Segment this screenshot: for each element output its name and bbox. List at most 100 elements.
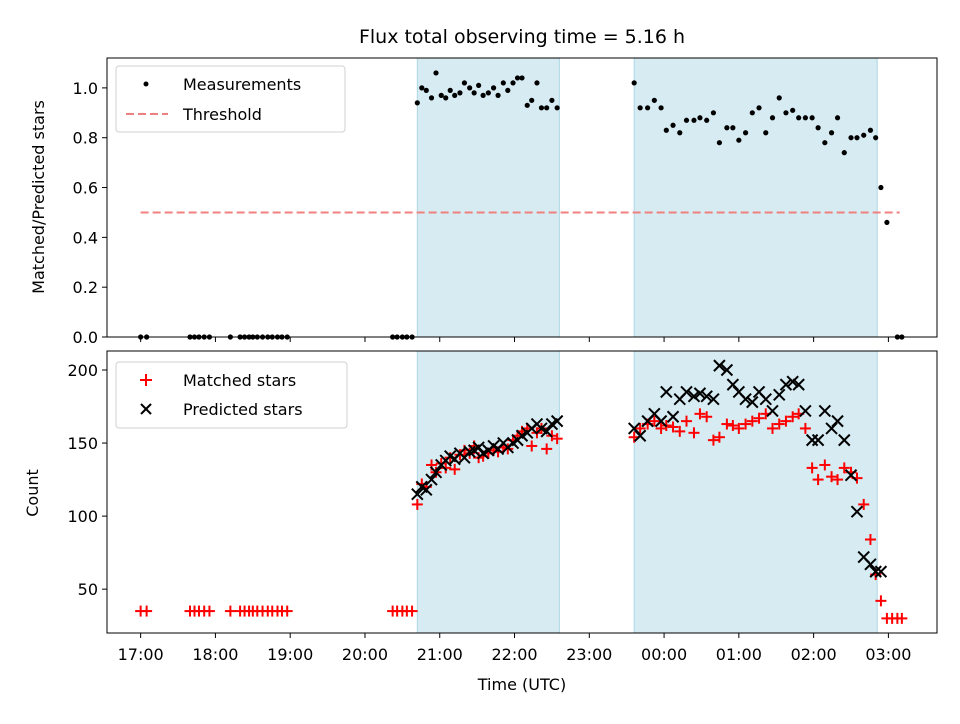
measurement-point — [697, 115, 703, 121]
matched-star-point — [864, 533, 876, 545]
top-axes-frame — [106, 57, 938, 338]
measurement-point — [769, 115, 776, 121]
measurement-point — [476, 82, 482, 89]
matched-star-point — [281, 605, 293, 617]
matched-star-point — [141, 605, 153, 617]
measurement-point — [848, 135, 854, 141]
matched-star-point — [411, 498, 423, 510]
measurement-point — [554, 105, 560, 111]
shaded-range-1 — [633, 350, 878, 634]
matched-star-point — [203, 605, 215, 617]
matched-star-point — [812, 474, 824, 486]
predicted-star-point — [680, 385, 693, 399]
top-legend: Measurements Threshold — [115, 65, 346, 133]
matched-star-point — [819, 459, 831, 471]
x-tick-label: 03:00 — [865, 645, 911, 664]
measurement-point — [783, 110, 789, 116]
bottom-y-ticks: 50 100 150 200 — [67, 361, 107, 599]
x-tick-label: 21:00 — [417, 645, 463, 664]
bottom-x-ticks: 17:00 18:00 19:00 20:00 21:00 22:00 23:00 00:00… — [118, 633, 911, 664]
y-tick-label: 100 — [67, 507, 98, 526]
x-tick-label: 18:00 — [192, 645, 238, 664]
predicted-star-point — [425, 473, 438, 486]
y-tick-label: 200 — [67, 361, 98, 380]
predicted-star-point — [831, 414, 844, 428]
measurement-point — [544, 105, 550, 111]
bottom-shaded-ranges — [416, 350, 878, 634]
legend-threshold-label: Threshold — [182, 105, 262, 124]
measurement-point — [519, 75, 525, 81]
measurement-point — [763, 130, 769, 136]
measurement-point — [878, 184, 884, 191]
matched-star-point — [826, 471, 838, 483]
measurement-point — [854, 135, 860, 141]
matched-star-point — [440, 462, 452, 474]
bottom-legend-box — [115, 361, 348, 429]
matched-star-point — [773, 418, 785, 430]
legend-measurements-label: Measurements — [183, 75, 301, 94]
predicted-star-point — [759, 393, 772, 406]
measurement-point — [631, 80, 637, 86]
matched-star-point — [449, 463, 461, 475]
legend-predicted-label: Predicted stars — [183, 400, 303, 419]
measurement-point — [505, 87, 511, 93]
measurement-point — [756, 105, 762, 111]
matched-star-point — [551, 433, 563, 445]
matched-star-point — [688, 427, 700, 439]
measurement-point — [514, 75, 521, 81]
matched-star-point — [713, 431, 725, 443]
measurement-point — [828, 130, 835, 136]
y-tick-label: 0.8 — [73, 129, 98, 148]
measurement-point — [867, 127, 874, 133]
measurement-point — [471, 90, 477, 96]
predicted-star-point — [792, 378, 805, 391]
matched-star-point — [634, 422, 646, 434]
predicted-star-point — [799, 404, 812, 418]
bottom-axes-frame — [106, 350, 938, 634]
matched-star-point — [224, 605, 236, 617]
shaded-range-0 — [416, 350, 560, 634]
matched-star-point — [875, 595, 887, 607]
x-tick-label: 02:00 — [791, 645, 837, 664]
legend-predicted-marker — [140, 403, 152, 415]
measurement-point — [414, 100, 420, 106]
matched-star-point — [780, 415, 792, 427]
y-tick-label: 50 — [78, 580, 98, 599]
chart-title: Flux total observing time = 5.16 h — [359, 26, 685, 48]
matched-star-point — [858, 498, 870, 510]
measurement-point — [490, 85, 497, 91]
matched-star-point — [701, 411, 713, 423]
top-shaded-ranges — [416, 57, 878, 338]
measurement-point — [663, 127, 669, 133]
measurement-point — [822, 140, 828, 146]
x-tick-label: 20:00 — [342, 645, 388, 664]
predicted-star-point — [633, 429, 647, 442]
matched-star-point — [727, 420, 739, 432]
matched-star-point — [681, 415, 693, 427]
measurement-point — [884, 219, 890, 226]
measurement-point — [790, 107, 796, 113]
measurement-point — [834, 115, 841, 121]
predicted-star-point — [540, 425, 553, 438]
measurement-point — [730, 125, 736, 131]
measurement-point — [447, 87, 453, 93]
predicted-star-point — [666, 410, 680, 423]
matched-star-point — [526, 440, 538, 452]
measurement-point — [861, 132, 867, 138]
top-y-ticks: 0.0 0.2 0.4 0.6 0.8 1.0 — [73, 79, 107, 347]
measurement-point — [538, 105, 545, 111]
predicted-star-point — [550, 414, 564, 428]
matched-star-point — [648, 415, 660, 427]
x-tick-label: 23:00 — [566, 645, 612, 664]
measurement-point — [645, 105, 651, 111]
matched-star-point — [896, 612, 908, 624]
predicted-star-point — [874, 565, 888, 578]
matched-star-point — [766, 422, 778, 434]
measurement-point — [749, 110, 755, 116]
predicted-star-point — [869, 565, 882, 578]
predicted-star-point — [838, 433, 851, 447]
measurement-point — [529, 97, 535, 103]
predicted-star-point — [864, 558, 877, 571]
legend-measurements-marker — [143, 81, 149, 87]
x-axis-label: Time (UTC) — [477, 675, 566, 694]
